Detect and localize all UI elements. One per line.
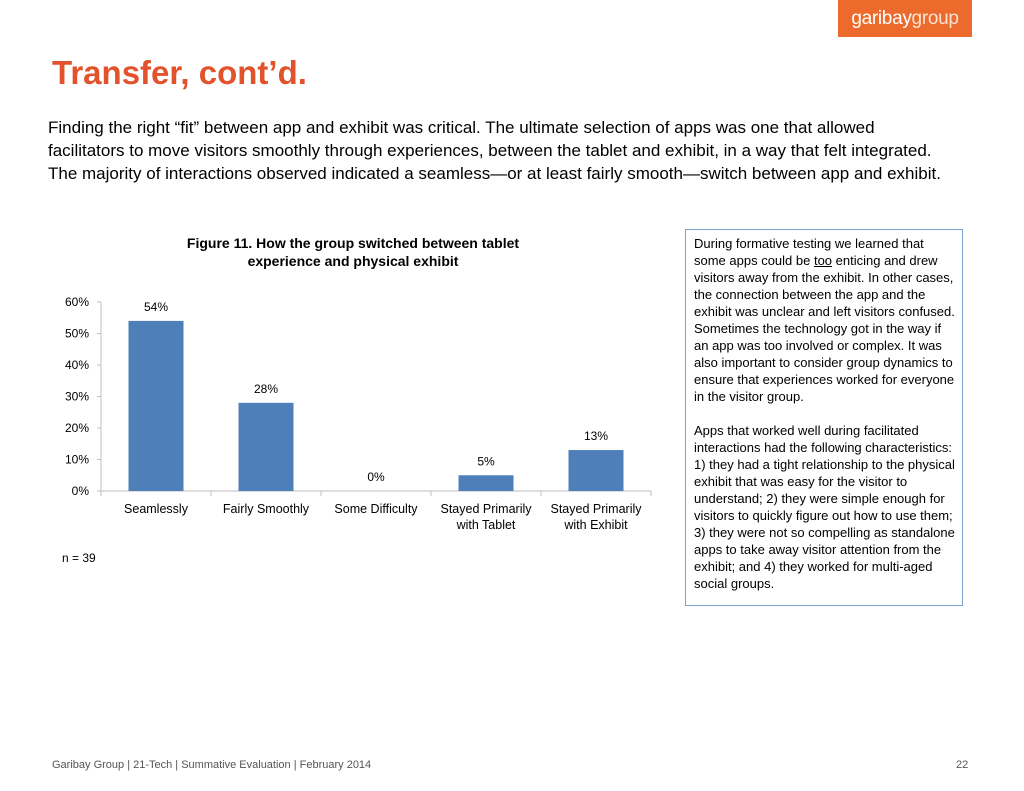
logo-text-accent: group [911,7,959,29]
x-category-label: Stayed Primarily [551,502,643,516]
y-tick-label: 60% [65,295,89,309]
sidebox-paragraph-2: Apps that worked well during facilitated… [694,423,955,591]
y-tick-label: 40% [65,358,89,372]
chart-title: Figure 11. How the group switched betwee… [186,235,520,269]
bar [238,402,294,491]
sidebox-p1-emphasis: too [813,253,833,268]
findings-sidebox: During formative testing we learned that… [685,229,963,606]
bar [568,450,624,491]
sidebox-p1-after: enticing and drew visitors away from the… [694,253,955,404]
y-tick-label: 0% [72,484,90,498]
bar [128,320,184,491]
y-tick-label: 50% [65,327,89,341]
x-category-label: Fairly Smoothly [223,502,310,516]
page-number: 22 [956,759,969,771]
x-category-label: Some Difficulty [334,502,418,516]
sample-size-note: n = 39 [62,551,96,565]
sidebox-p1-before: During formative testing we learned that… [694,236,924,268]
sidebox-paragraph-1: During formative testing we learned that… [694,235,956,405]
garibay-group-logo: garibay group [838,0,972,37]
data-label: 5% [477,454,495,468]
y-tick-label: 10% [65,453,89,467]
bar [458,475,514,491]
x-category-label: with Tablet [456,518,516,532]
y-tick-label: 20% [65,421,89,435]
x-category-label: Seamlessly [124,502,189,516]
data-label: 54% [144,300,168,314]
x-category-label: Stayed Primarily [441,502,533,516]
y-tick-label: 30% [65,390,89,404]
footer-text: Garibay Group | 21-Tech | Summative Eval… [52,759,372,771]
bar-chart: 0% 10% 20% 30% 40% 50% 60% 54% Seamlessly 28% Fair… [65,295,652,532]
data-label: 0% [367,470,385,484]
intro-paragraph: Finding the right “fit” between app and … [48,118,941,183]
logo-text-main: garibay [851,7,912,29]
data-label: 13% [584,429,608,443]
data-label: 28% [254,382,278,396]
slide-title: Transfer, cont’d. [52,54,307,91]
x-category-label: with Exhibit [563,518,628,532]
